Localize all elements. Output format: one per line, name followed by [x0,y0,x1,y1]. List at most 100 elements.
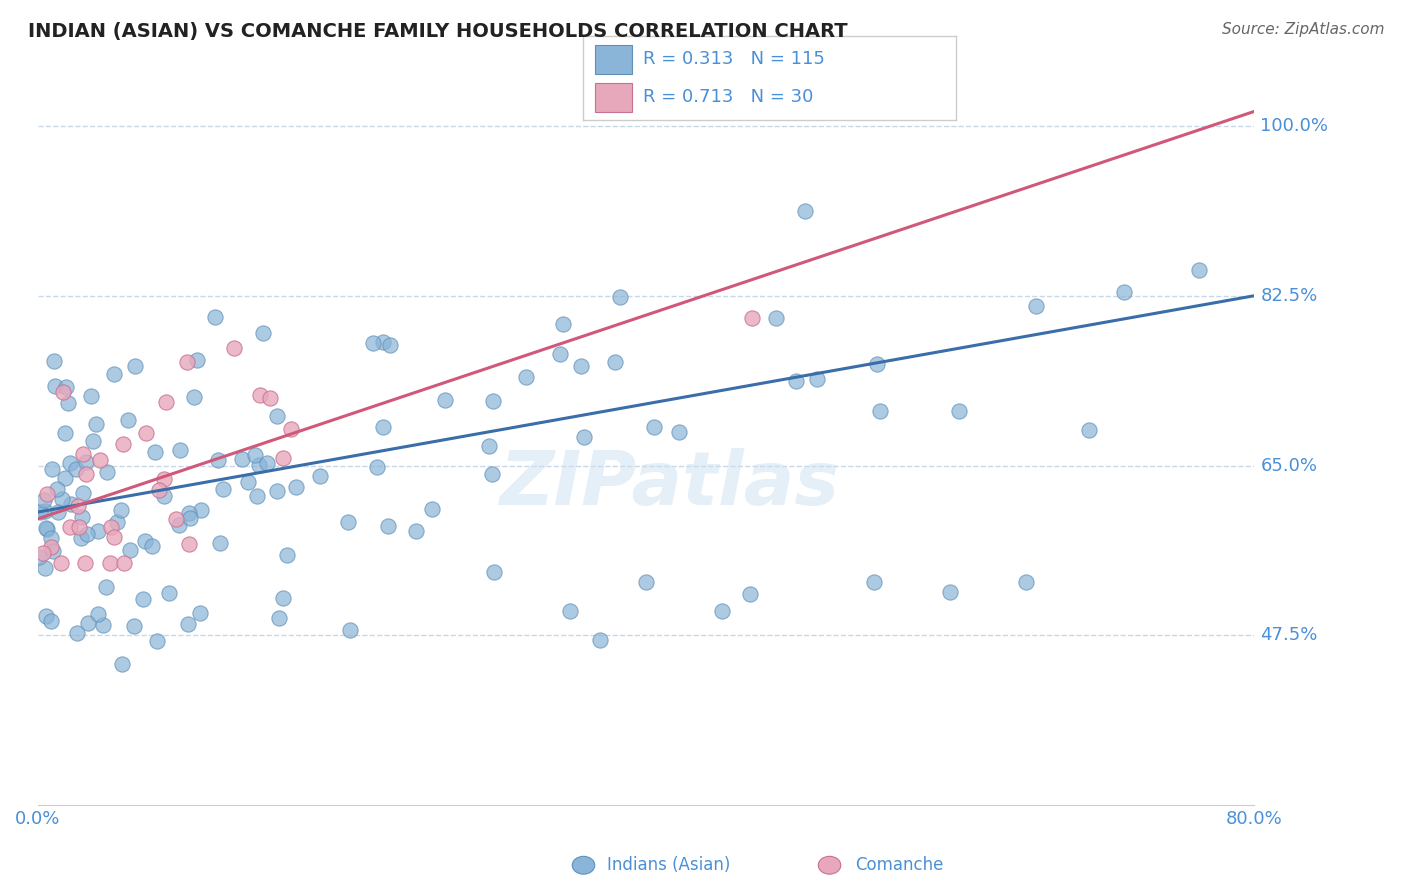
Point [165,512,187,526]
Bar [595,45,631,74]
Point [434,392,457,407]
Point [148,483,170,498]
Point [548,347,571,361]
Point [35,521,58,535]
Point [1025,299,1047,313]
Point [98,556,121,570]
Text: Source: ZipAtlas.com: Source: ZipAtlas.com [1222,22,1385,37]
Point [948,404,970,418]
Point [378,338,401,352]
Point [204,310,226,324]
Point [141,540,163,554]
Point [939,584,962,599]
Point [190,503,212,517]
Point [574,430,596,444]
Point [42,544,65,558]
Point [309,468,332,483]
Point [1114,285,1136,299]
Point [48,505,70,519]
Point [256,457,278,471]
Point [111,657,134,671]
Point [609,290,631,304]
Point [1015,574,1038,589]
Point [785,374,807,388]
Point [145,634,167,648]
Point [339,624,361,638]
Point [82,434,104,449]
Point [243,448,266,462]
Point [39,541,62,555]
Text: R = 0.713   N = 30: R = 0.713 N = 30 [643,87,814,105]
Text: 65.0%: 65.0% [1260,457,1317,475]
Point [96,581,118,595]
Point [72,447,94,461]
Point [91,617,114,632]
Point [266,484,288,499]
Point [111,436,134,450]
Point [76,526,98,541]
Point [124,359,146,374]
Point [34,561,56,575]
Point [267,611,290,625]
Text: ZIPatlas: ZIPatlas [501,449,841,522]
Point [145,445,167,459]
Point [603,355,626,369]
Point [155,394,177,409]
Point [60,497,83,511]
Point [37,487,59,501]
Point [866,357,889,371]
Point [105,515,128,529]
Point [1187,263,1209,277]
Point [224,341,246,355]
Point [32,546,55,560]
Point [741,311,763,326]
Text: 82.5%: 82.5% [1260,286,1317,305]
Point [153,472,176,486]
Point [132,591,155,606]
Point [634,574,657,589]
Point [482,566,505,580]
Point [246,489,269,503]
Point [34,503,56,517]
Text: INDIAN (ASIAN) VS COMANCHE FAMILY HOUSEHOLDS CORRELATION CHART: INDIAN (ASIAN) VS COMANCHE FAMILY HOUSEH… [28,22,848,41]
Point [46,482,69,496]
Point [87,524,110,538]
Point [280,422,302,436]
Point [738,587,761,601]
Point [39,531,62,545]
Point [67,499,90,513]
Text: Indians (Asian): Indians (Asian) [607,856,731,874]
Point [249,388,271,402]
Point [558,604,581,618]
Point [247,458,270,473]
Point [117,412,139,426]
Point [863,574,886,589]
Point [553,318,575,332]
Point [56,396,79,410]
Point [711,604,734,618]
Point [39,614,62,628]
Point [179,511,201,525]
Point [86,607,108,621]
Point [37,522,59,536]
Point [179,506,201,520]
Point [869,404,891,418]
Point [186,353,208,368]
Point [209,536,232,550]
Point [478,439,501,453]
Point [114,556,136,570]
Point [157,586,180,600]
Point [212,482,235,496]
Point [589,633,612,648]
Point [482,393,505,408]
Point [515,369,537,384]
Point [794,204,817,219]
Point [337,515,360,529]
Point [273,591,295,605]
Point [41,462,63,476]
Point [373,334,395,349]
Point [177,537,200,551]
Point [366,460,388,475]
Point [51,491,73,506]
Point [27,550,49,565]
